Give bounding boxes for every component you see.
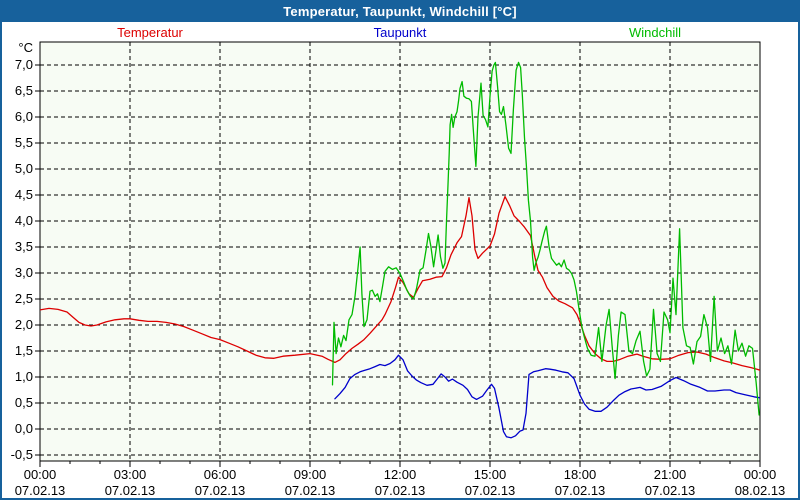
y-tick-label: 5,5 — [15, 135, 33, 150]
legend-label-taupunkt: Taupunkt — [374, 25, 427, 40]
x-tick-date-label: 07.02.13 — [105, 483, 156, 498]
y-tick-label: 6,0 — [15, 109, 33, 124]
series-line-windchill — [331, 61, 760, 416]
plot-area — [40, 42, 760, 461]
x-tick-date-label: 07.02.13 — [465, 483, 516, 498]
window-title: Temperatur, Taupunkt, Windchill [°C] — [2, 2, 798, 22]
y-tick-label: 4,5 — [15, 187, 33, 202]
chart-canvas: Temperatur Taupunkt Windchill °C 7,0 6,5 6… — [11, 25, 786, 498]
y-tick-label: 1,5 — [15, 343, 33, 358]
x-tick-time-label: 00:00 — [24, 467, 57, 482]
x-tick-date-label: 07.02.13 — [645, 483, 696, 498]
x-tick-date-label: 07.02.13 — [195, 483, 246, 498]
x-tick-date-label: 07.02.13 — [375, 483, 426, 498]
y-tick-label: 0,5 — [15, 395, 33, 410]
x-tick-date-label: 07.02.13 — [15, 483, 66, 498]
x-tick-time-label: 15:00 — [474, 467, 507, 482]
axis-labels: 7,0 6,5 6,0 5,5 5,0 4,5 4,0 3,5 3,0 2,5 2,0 1,5 1,0 0… — [11, 57, 786, 498]
y-axis-unit-label: °C — [18, 40, 33, 55]
y-tick-label: 2,0 — [15, 317, 33, 332]
x-tick-time-label: 18:00 — [564, 467, 597, 482]
y-tick-label: 0,0 — [15, 421, 33, 436]
y-tick-label: 2,5 — [15, 291, 33, 306]
y-tick-label: 7,0 — [15, 57, 33, 72]
x-tick-date-label: 07.02.13 — [555, 483, 606, 498]
x-tick-time-label: 06:00 — [204, 467, 237, 482]
legend-label-temperatur: Temperatur — [117, 25, 183, 40]
y-tick-label: 6,5 — [15, 83, 33, 98]
x-tick-time-label: 12:00 — [384, 467, 417, 482]
y-tick-label: -0,5 — [11, 447, 33, 462]
series-line-taupunkt — [334, 354, 760, 439]
y-tick-label: 3,5 — [15, 239, 33, 254]
y-tick-label: 4,0 — [15, 213, 33, 228]
y-tick-label: 1,0 — [15, 369, 33, 384]
series-lines — [40, 61, 760, 439]
x-tick-date-label: 07.02.13 — [285, 483, 336, 498]
x-tick-date-label: 08.02.13 — [735, 483, 786, 498]
x-tick-time-label: 21:00 — [654, 467, 687, 482]
grid — [40, 42, 760, 461]
plot-border — [39, 41, 761, 462]
y-tick-label: 5,0 — [15, 161, 33, 176]
x-tick-time-label: 03:00 — [114, 467, 147, 482]
legend-label-windchill: Windchill — [629, 25, 681, 40]
y-tick-label: 3,0 — [15, 265, 33, 280]
x-tick-time-label: 09:00 — [294, 467, 327, 482]
x-tick-time-label: 00:00 — [744, 467, 777, 482]
legend: Temperatur Taupunkt Windchill — [117, 25, 681, 40]
